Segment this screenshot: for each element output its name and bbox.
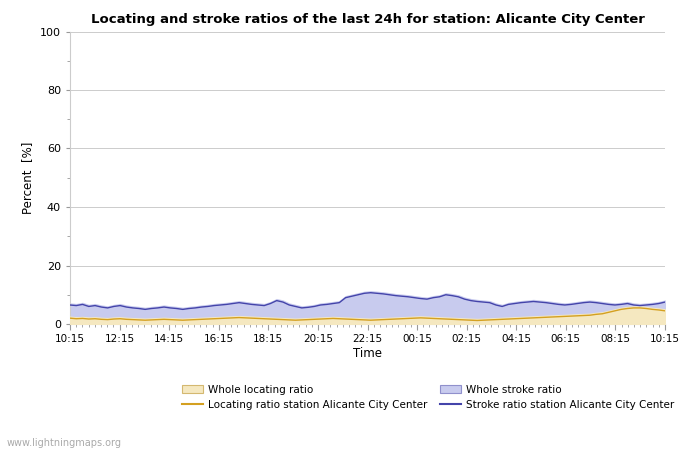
Legend: Whole locating ratio, Locating ratio station Alicante City Center, Whole stroke : Whole locating ratio, Locating ratio sta…	[182, 385, 675, 410]
Y-axis label: Percent  [%]: Percent [%]	[22, 142, 34, 214]
Title: Locating and stroke ratios of the last 24h for station: Alicante City Center: Locating and stroke ratios of the last 2…	[90, 13, 645, 26]
X-axis label: Time: Time	[353, 347, 382, 360]
Text: www.lightningmaps.org: www.lightningmaps.org	[7, 438, 122, 448]
